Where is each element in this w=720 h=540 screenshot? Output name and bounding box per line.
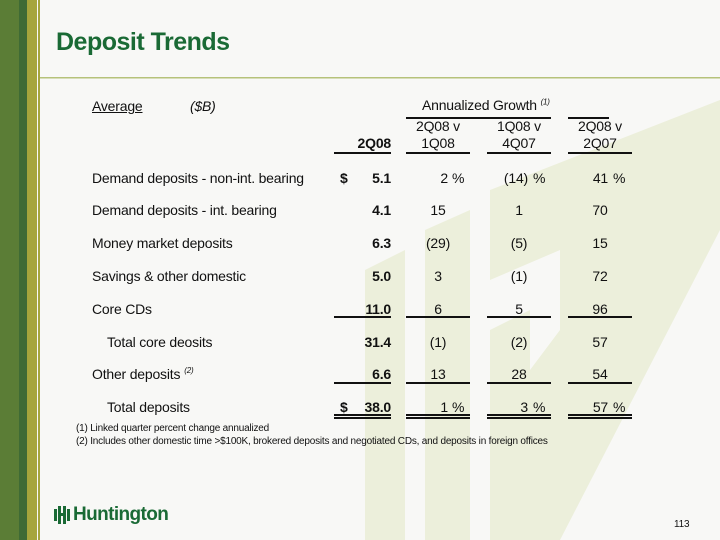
growth-2q08-v-1q08: (29)	[425, 235, 451, 251]
value-2q08: 6.3	[372, 235, 391, 251]
growth-2q08-v-2q07: 41	[592, 170, 608, 186]
subtotal-rule	[334, 382, 391, 384]
huntington-logo-icon	[54, 506, 70, 524]
growth-2q08-v-2q07: 70	[592, 202, 608, 218]
dollar-sign: $	[340, 399, 348, 415]
growth-1q08-v-4q07: (14)	[503, 170, 528, 186]
value-2q08: 5.0	[372, 268, 391, 284]
growth-2q08-v-2q07: 96	[592, 301, 608, 317]
subtotal-rule	[487, 316, 551, 318]
header-average: Average	[92, 98, 143, 114]
col-header-1: 2Q08 v 1Q08	[406, 118, 470, 152]
page-number: 113	[674, 519, 690, 530]
value-2q08: 5.1	[372, 170, 391, 186]
growth-label: Annualized Growth	[422, 97, 537, 113]
growth-2q08-v-2q07: 57	[592, 334, 608, 350]
growth-2q08-v-1q08: 15	[430, 202, 446, 218]
value-2q08: 11.0	[365, 301, 391, 317]
growth-1q08-v-4q07: 5	[515, 301, 523, 317]
percent-sign: %	[533, 399, 546, 415]
growth-note: (1)	[540, 97, 550, 107]
row-label: Other deposits (2)	[92, 366, 194, 382]
footnote-1: (1) Linked quarter percent change annual…	[76, 423, 270, 434]
growth-1q08-v-4q07: (5)	[510, 235, 528, 251]
value-2q08: 38.0	[364, 399, 392, 415]
growth-1q08-v-4q07: 28	[511, 366, 527, 382]
value-2q08: 4.1	[372, 202, 391, 218]
col-header-3-line1: 2Q08 v	[578, 118, 622, 134]
total-double-rule	[406, 414, 470, 419]
subtotal-rule	[334, 316, 391, 318]
header-rule	[487, 152, 551, 154]
row-label: Money market deposits	[92, 235, 233, 251]
col-header-1-line1: 2Q08 v	[416, 118, 460, 134]
col-header-1-line2: 1Q08	[421, 135, 455, 151]
row-label: Demand deposits - int. bearing	[92, 202, 277, 218]
subtotal-rule	[568, 382, 632, 384]
header-rule	[334, 152, 391, 154]
percent-sign: %	[452, 170, 465, 186]
growth-1q08-v-4q07: 3	[520, 399, 528, 415]
header-growth: Annualized Growth (1)	[422, 97, 550, 113]
huntington-logo: Huntington	[54, 504, 169, 526]
row-label: Total core deosits	[107, 334, 213, 350]
subtotal-rule	[406, 316, 470, 318]
watermark-logo	[365, 100, 720, 540]
growth-2q08-v-2q07: 15	[592, 235, 608, 251]
header-unit: ($B)	[190, 98, 216, 114]
col-header-2: 1Q08 v 4Q07	[487, 118, 551, 152]
growth-2q08-v-2q07: 54	[592, 366, 608, 382]
value-2q08: 31.4	[364, 334, 392, 350]
growth-2q08-v-2q07: 72	[592, 268, 608, 284]
huntington-logo-text: Huntington	[73, 504, 169, 525]
footnote-2: (2) Includes other domestic time >$100K,…	[76, 436, 548, 447]
subtotal-rule	[568, 316, 632, 318]
growth-1q08-v-4q07: (2)	[510, 334, 528, 350]
growth-2q08-v-1q08: 1	[440, 399, 448, 415]
row-note: (2)	[184, 366, 194, 376]
total-double-rule	[568, 414, 632, 419]
growth-2q08-v-2q07: 57	[592, 399, 608, 415]
header-rule	[406, 152, 470, 154]
subtotal-rule	[487, 382, 551, 384]
growth-2q08-v-1q08: 6	[434, 301, 442, 317]
page-title: Deposit Trends	[56, 28, 230, 56]
growth-2q08-v-1q08: 2	[440, 170, 448, 186]
percent-sign: %	[533, 170, 546, 186]
growth-2q08-v-1q08: (1)	[429, 334, 447, 350]
growth-2q08-v-1q08: 13	[430, 366, 446, 382]
growth-1q08-v-4q07: (1)	[510, 268, 528, 284]
col-header-2-line1: 1Q08 v	[497, 118, 541, 134]
row-label: Demand deposits - non-int. bearing	[92, 170, 304, 186]
col-header-2q08: 2Q08	[357, 135, 392, 151]
row-label: Core CDs	[92, 301, 152, 317]
percent-sign: %	[613, 399, 626, 415]
growth-1q08-v-4q07: 1	[515, 202, 523, 218]
col-header-3: 2Q08 v 2Q07	[568, 118, 632, 152]
dollar-sign: $	[340, 170, 348, 186]
growth-underline	[406, 117, 551, 119]
total-double-rule	[334, 414, 391, 419]
total-double-rule	[487, 414, 551, 419]
growth-2q08-v-1q08: 3	[434, 268, 442, 284]
row-label: Total deposits	[107, 399, 190, 415]
percent-sign: %	[452, 399, 465, 415]
header-rule	[568, 152, 632, 154]
value-2q08: 6.6	[372, 366, 391, 382]
growth-underline-2	[568, 117, 609, 119]
row-label: Savings & other domestic	[92, 268, 246, 284]
row-label-text: Other deposits	[92, 366, 181, 382]
col-header-2-line2: 4Q07	[502, 135, 536, 151]
col-header-3-line2: 2Q07	[583, 135, 617, 151]
percent-sign: %	[613, 170, 626, 186]
subtotal-rule	[406, 382, 470, 384]
